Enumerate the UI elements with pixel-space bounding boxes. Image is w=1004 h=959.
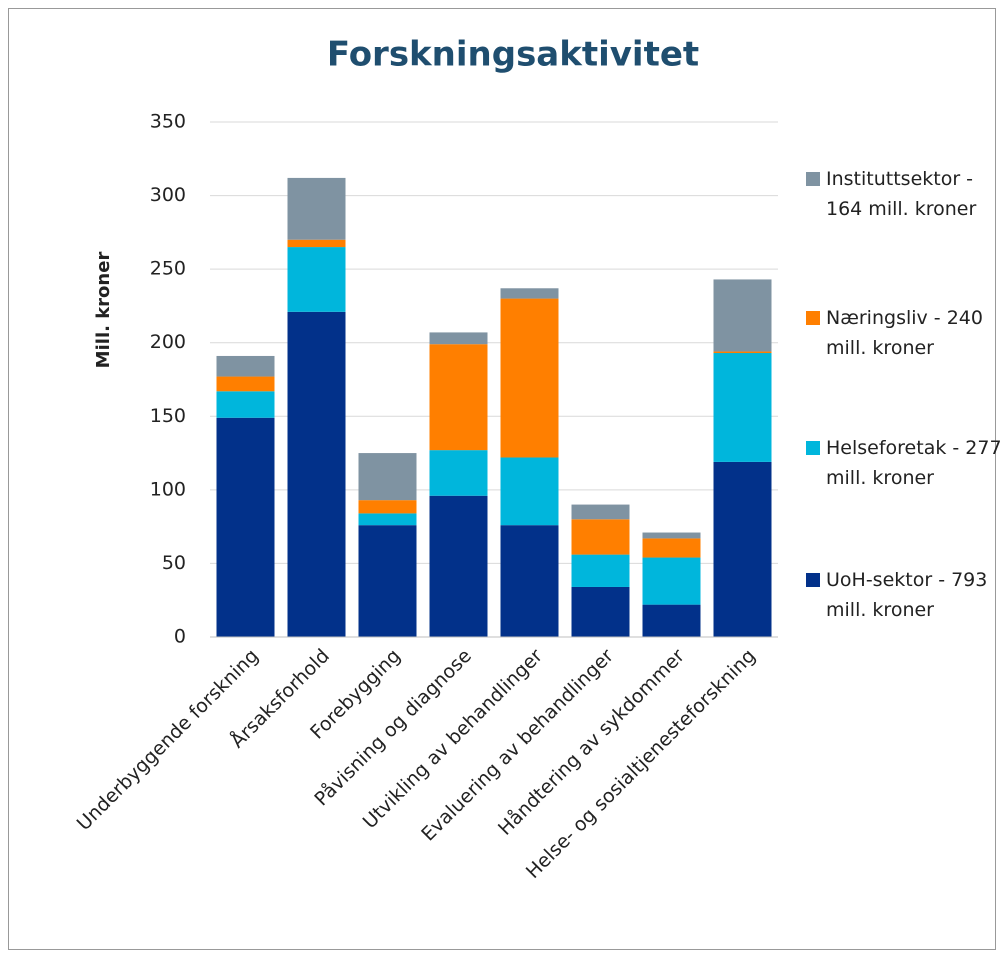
y-tick-label: 350 — [150, 111, 186, 133]
bar-segment — [216, 391, 275, 418]
y-tick-label: 200 — [150, 331, 186, 353]
legend-item: Instituttsektor - 164 mill. kroner — [806, 164, 1002, 224]
bar-segment — [429, 332, 488, 345]
legend-item: Helseforetak - 277 mill. kroner — [806, 433, 1002, 493]
bar-segment — [571, 519, 630, 555]
bar-segment — [358, 453, 417, 501]
bar-segment — [287, 311, 346, 637]
bar-segment — [358, 500, 417, 514]
bar-segment — [642, 557, 701, 605]
bar-segment — [216, 376, 275, 392]
y-tick-label: 150 — [150, 405, 186, 427]
bar-segment — [571, 504, 630, 520]
bar-segment — [429, 344, 488, 451]
y-tick-label: 250 — [150, 258, 186, 280]
bar-segment — [500, 525, 559, 637]
bar-segment — [287, 247, 346, 312]
legend-swatch — [806, 573, 820, 587]
y-tick-label: 50 — [162, 552, 186, 574]
bar-segment — [358, 513, 417, 526]
bar-segment — [429, 450, 488, 496]
bar-segment — [358, 525, 417, 637]
bar-segment — [500, 298, 559, 458]
bar-segment — [429, 495, 488, 637]
y-tick-label: 300 — [150, 184, 186, 206]
bar-segment — [642, 538, 701, 558]
bar-segment — [713, 351, 772, 354]
bar-segment — [713, 279, 772, 352]
bar-segment — [216, 355, 275, 377]
bar-segment — [713, 353, 772, 462]
legend-label: Instituttsektor - 164 mill. kroner — [826, 168, 977, 220]
legend-label: Næringsliv - 240 mill. kroner — [826, 307, 983, 359]
legend-swatch — [806, 311, 820, 325]
chart-title: Forskningsaktivitet — [327, 35, 699, 75]
bar-segment — [571, 586, 630, 637]
y-tick-label: 0 — [174, 626, 186, 648]
legend-label: UoH-sektor - 793 mill. kroner — [826, 569, 988, 621]
bar-segment — [287, 239, 346, 248]
bar-segment — [216, 417, 275, 637]
legend-swatch — [806, 441, 820, 455]
legend-item: UoH-sektor - 793 mill. kroner — [806, 565, 1002, 625]
y-axis-title: Mill. kroner — [93, 252, 114, 369]
y-tick-label: 100 — [150, 478, 186, 500]
bar-segment — [500, 457, 559, 526]
bar-segment — [642, 604, 701, 637]
legend-swatch — [806, 172, 820, 186]
bar-segment — [287, 177, 346, 240]
bar-segment — [571, 554, 630, 587]
bar-segment — [713, 461, 772, 637]
legend-item: Næringsliv - 240 mill. kroner — [806, 303, 1002, 363]
bar-segment — [642, 532, 701, 539]
legend-label: Helseforetak - 277 mill. kroner — [826, 437, 1002, 489]
bar-segment — [500, 288, 559, 299]
